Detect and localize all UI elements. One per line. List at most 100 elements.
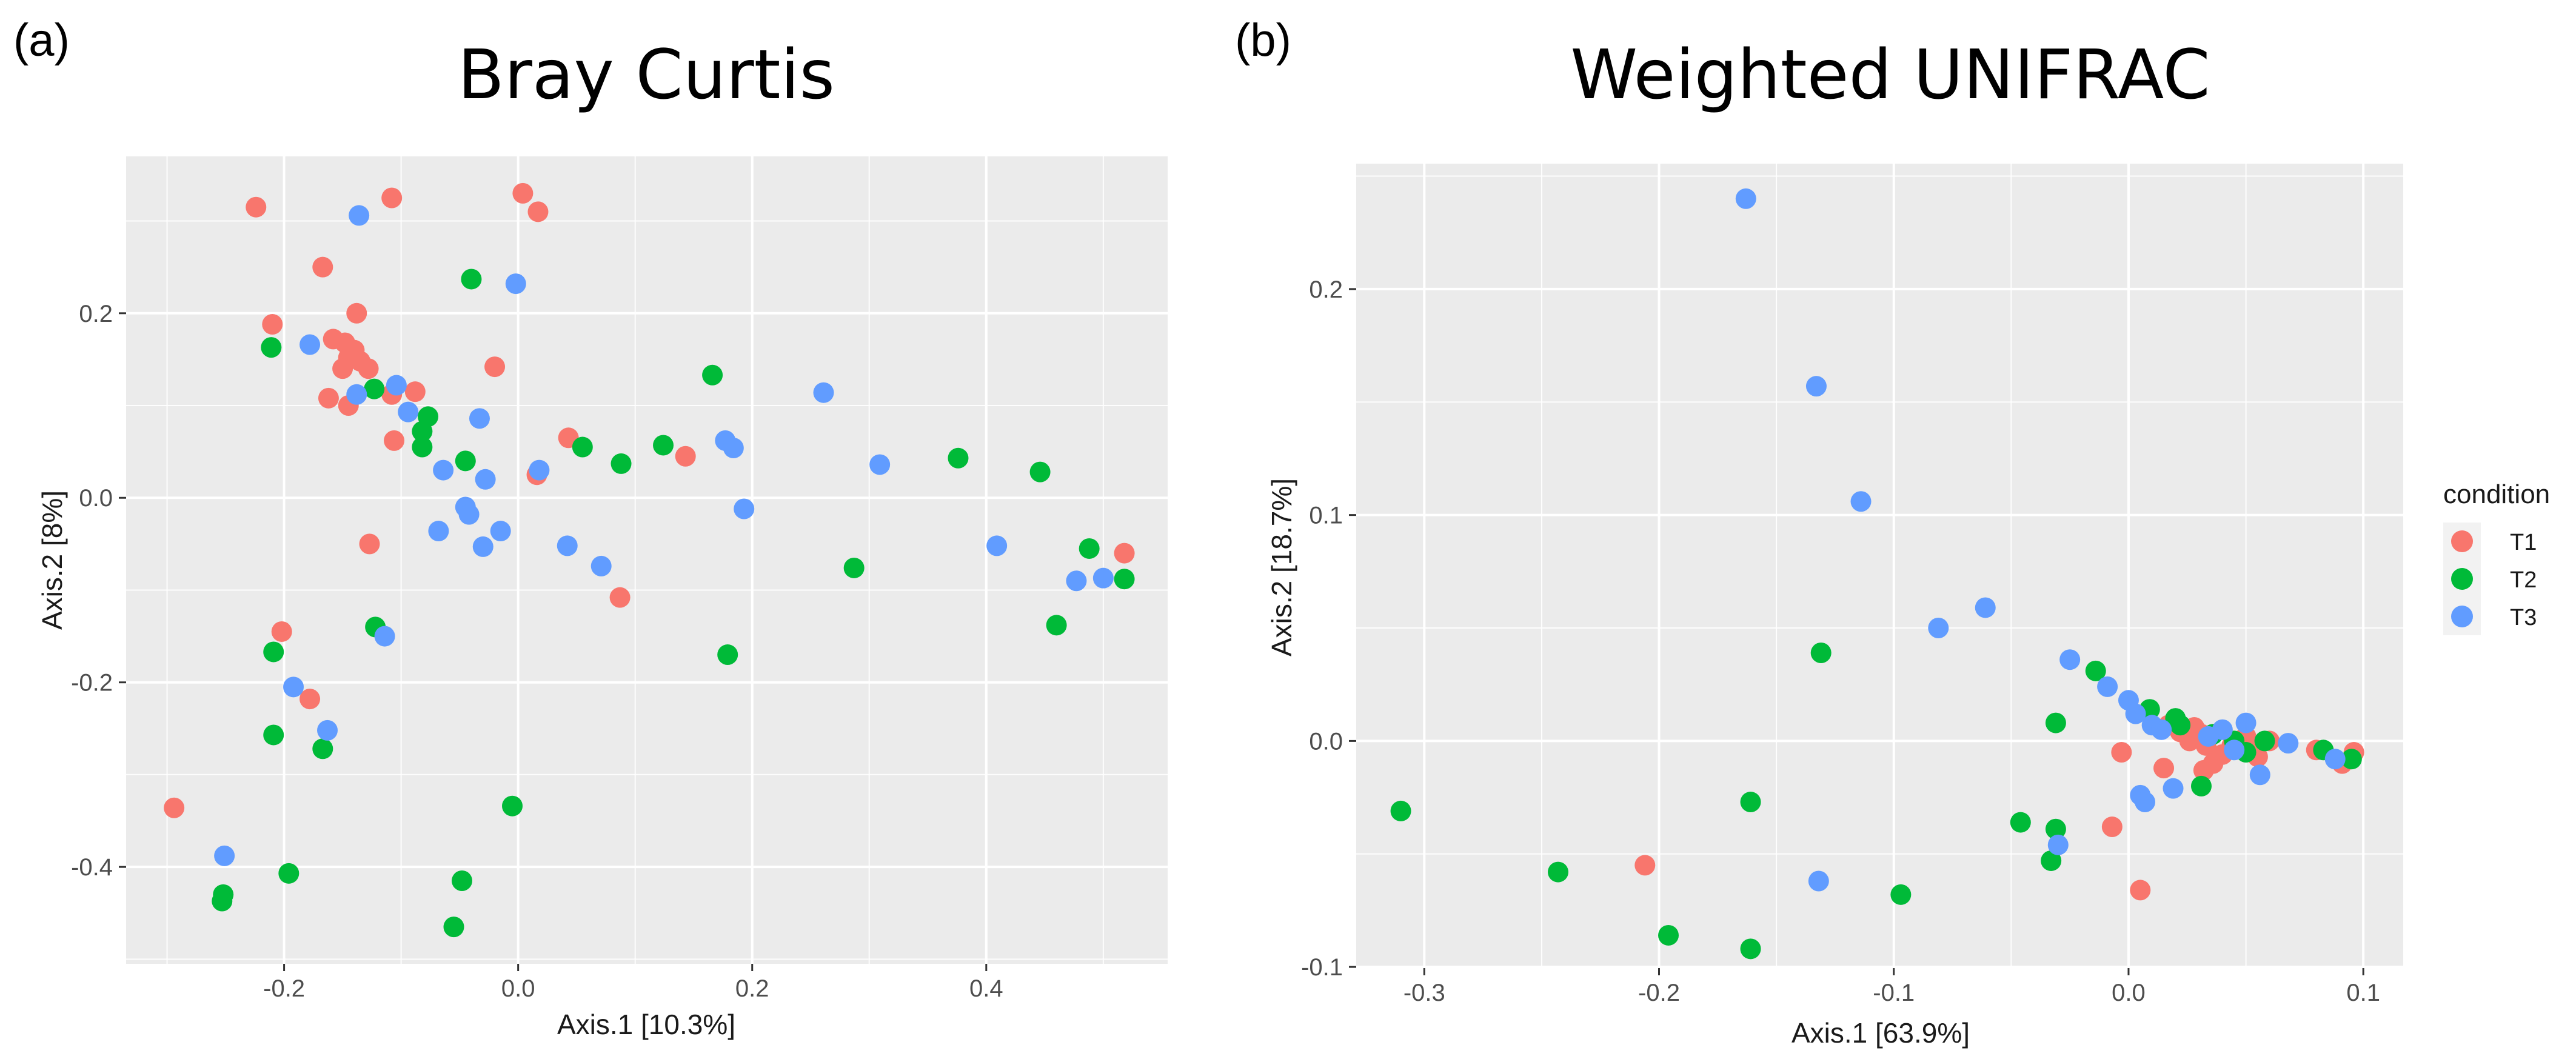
bray-curtis-point-t2-0 (261, 337, 282, 358)
bray-curtis-point-t2-22 (278, 863, 299, 884)
weighted-unifrac-point-t2-1 (1548, 861, 1569, 883)
bray-curtis-point-t1-0 (246, 196, 267, 218)
weighted-unifrac-plot-panel (1356, 164, 2403, 968)
weighted-unifrac-point-t2-4 (1740, 938, 1761, 960)
bray-curtis-y-tick-label-0p2: 0.2 (79, 301, 113, 327)
weighted-unifrac-point-t2-5 (1810, 643, 1832, 664)
weighted-unifrac-point-t2-3 (1740, 792, 1761, 813)
bray-curtis-point-t3-11 (458, 504, 480, 525)
bray-curtis-point-t1-5 (512, 182, 534, 204)
weighted-unifrac-x-tick-label-m0p1: -0.1 (1873, 980, 1915, 1006)
bray-curtis-point-t3-0 (349, 205, 370, 226)
bray-curtis-y-axis-label: Axis.2 [8%] (36, 490, 68, 630)
weighted-unifrac-y-tick-label-0p2: 0.2 (1309, 276, 1343, 303)
weighted-unifrac-point-t1-1 (2101, 817, 2123, 838)
weighted-unifrac-point-t1-2 (2130, 880, 2151, 901)
bray-curtis-point-t2-2 (364, 378, 385, 399)
weighted-unifrac-point-t2-10 (2045, 712, 2066, 733)
bray-curtis-point-t1-22 (675, 446, 696, 467)
bray-curtis-point-t2-17 (717, 644, 738, 666)
bray-curtis-point-t3-21 (869, 454, 891, 475)
weighted-unifrac-point-t3-4 (1975, 597, 1996, 618)
bray-curtis-point-t1-19 (484, 356, 506, 378)
bray-curtis-point-t2-11 (948, 447, 969, 469)
bray-curtis-point-t2-16 (843, 557, 865, 578)
weighted-unifrac-x-tick-label-0: 0.0 (2112, 980, 2146, 1006)
bray-curtis-point-t3-14 (472, 536, 493, 557)
bray-curtis-point-t3-8 (475, 469, 496, 490)
weighted-unifrac-point-t2-8 (2041, 850, 2062, 871)
legend-label-t1: T1 (2510, 530, 2537, 555)
bray-curtis-point-t2-6 (455, 450, 476, 472)
bray-curtis-x-axis-label: Axis.1 [10.3%] (557, 1009, 735, 1040)
panel-b-label: (b) (1235, 15, 1291, 66)
bray-curtis-point-t3-15 (557, 535, 578, 556)
weighted-unifrac-point-t3-12 (2235, 712, 2257, 733)
bray-curtis-point-t1-17 (404, 381, 426, 402)
legend-key-t2 (2451, 568, 2473, 590)
bray-curtis-x-tick-label-m0p2: -0.2 (263, 975, 305, 1002)
bray-curtis-point-t1-13 (332, 358, 353, 379)
weighted-unifrac-point-t2-0 (1390, 800, 1411, 821)
weighted-unifrac-point-t3-16 (2278, 733, 2299, 754)
bray-curtis-point-t1-26 (271, 621, 292, 642)
weighted-unifrac-point-t3-1 (1805, 376, 1827, 397)
bray-curtis-plot-panel (126, 156, 1168, 964)
bray-curtis-point-t2-26 (452, 870, 473, 891)
bray-curtis-point-t1-2 (312, 256, 333, 278)
bray-curtis-point-t3-16 (590, 555, 612, 576)
weighted-unifrac-point-t3-0 (1735, 188, 1756, 209)
bray-curtis-point-t3-22 (986, 535, 1008, 556)
weighted-unifrac-point-t1-4 (2153, 758, 2175, 779)
weighted-unifrac-point-t3-3 (1928, 618, 1949, 639)
weighted-unifrac-point-t3-10 (2151, 719, 2172, 740)
bray-curtis-point-t2-13 (1079, 538, 1100, 559)
bray-curtis-point-t2-4 (412, 421, 433, 442)
bray-curtis-point-t3-5 (398, 401, 419, 422)
weighted-unifrac-point-t2-21 (2341, 749, 2362, 770)
weighted-unifrac-x-tick-label-m0p3: -0.3 (1403, 980, 1445, 1006)
bray-curtis-y-tick-label-m0p4: -0.4 (71, 854, 113, 881)
bray-curtis-point-t3-12 (428, 521, 449, 542)
weighted-unifrac-point-t2-19 (2254, 730, 2275, 752)
bray-curtis-x-tick-label-0p4: 0.4 (969, 975, 1003, 1002)
weighted-unifrac-point-t1-3 (2111, 742, 2132, 763)
weighted-unifrac-point-t2-11 (2085, 660, 2106, 681)
weighted-unifrac-point-t3-22 (1808, 870, 1829, 892)
weighted-unifrac-point-t3-21 (2047, 834, 2069, 855)
weighted-unifrac-title: Weighted UNIFRAC (1570, 36, 2210, 115)
weighted-unifrac-point-t3-17 (2324, 749, 2346, 770)
bray-curtis-point-t3-3 (386, 375, 407, 396)
bray-curtis-point-t1-1 (262, 314, 283, 335)
bray-curtis-point-t3-25 (374, 626, 395, 647)
bray-curtis-point-t3-4 (346, 384, 367, 405)
weighted-unifrac-y-tick-label-0: 0.0 (1309, 728, 1343, 755)
weighted-unifrac-point-t3-20 (2135, 792, 2156, 813)
bray-curtis-point-t2-14 (1114, 569, 1135, 590)
weighted-unifrac-point-t3-2 (1850, 491, 1872, 512)
bray-curtis-point-t2-19 (263, 641, 284, 663)
bray-curtis-point-t2-10 (702, 364, 723, 386)
bray-curtis-point-t1-25 (1114, 543, 1135, 564)
weighted-unifrac-point-t2-14 (2170, 715, 2191, 736)
bray-curtis-point-t1-18 (384, 430, 405, 451)
bray-curtis-title: Bray Curtis (458, 36, 835, 115)
bray-curtis-point-t3-24 (1092, 567, 1114, 589)
bray-curtis-point-t3-9 (529, 459, 550, 481)
bray-curtis-point-t1-28 (164, 797, 185, 818)
weighted-unifrac-point-t3-8 (2125, 703, 2146, 724)
bray-curtis-point-t2-1 (461, 269, 482, 290)
panel-weighted-unifrac: (b) Weighted UNIFRAC -0.3 -0.2 -0.1 0.0 0.1 … (1235, 15, 2403, 1049)
bray-curtis-point-t3-13 (490, 521, 511, 542)
bray-curtis-point-t2-5 (412, 436, 433, 458)
bray-curtis-point-t1-4 (381, 187, 403, 209)
weighted-unifrac-point-t2-9 (2045, 818, 2066, 840)
bray-curtis-point-t3-1 (505, 273, 526, 295)
bray-curtis-point-t3-28 (214, 845, 235, 866)
bray-curtis-point-t1-6 (527, 201, 549, 222)
legend-key-t1 (2451, 530, 2473, 552)
bray-curtis-y-tick-label-0: 0.0 (79, 485, 113, 512)
bray-curtis-point-t3-7 (433, 459, 454, 481)
weighted-unifrac-y-tick-label-0p1: 0.1 (1309, 503, 1343, 529)
